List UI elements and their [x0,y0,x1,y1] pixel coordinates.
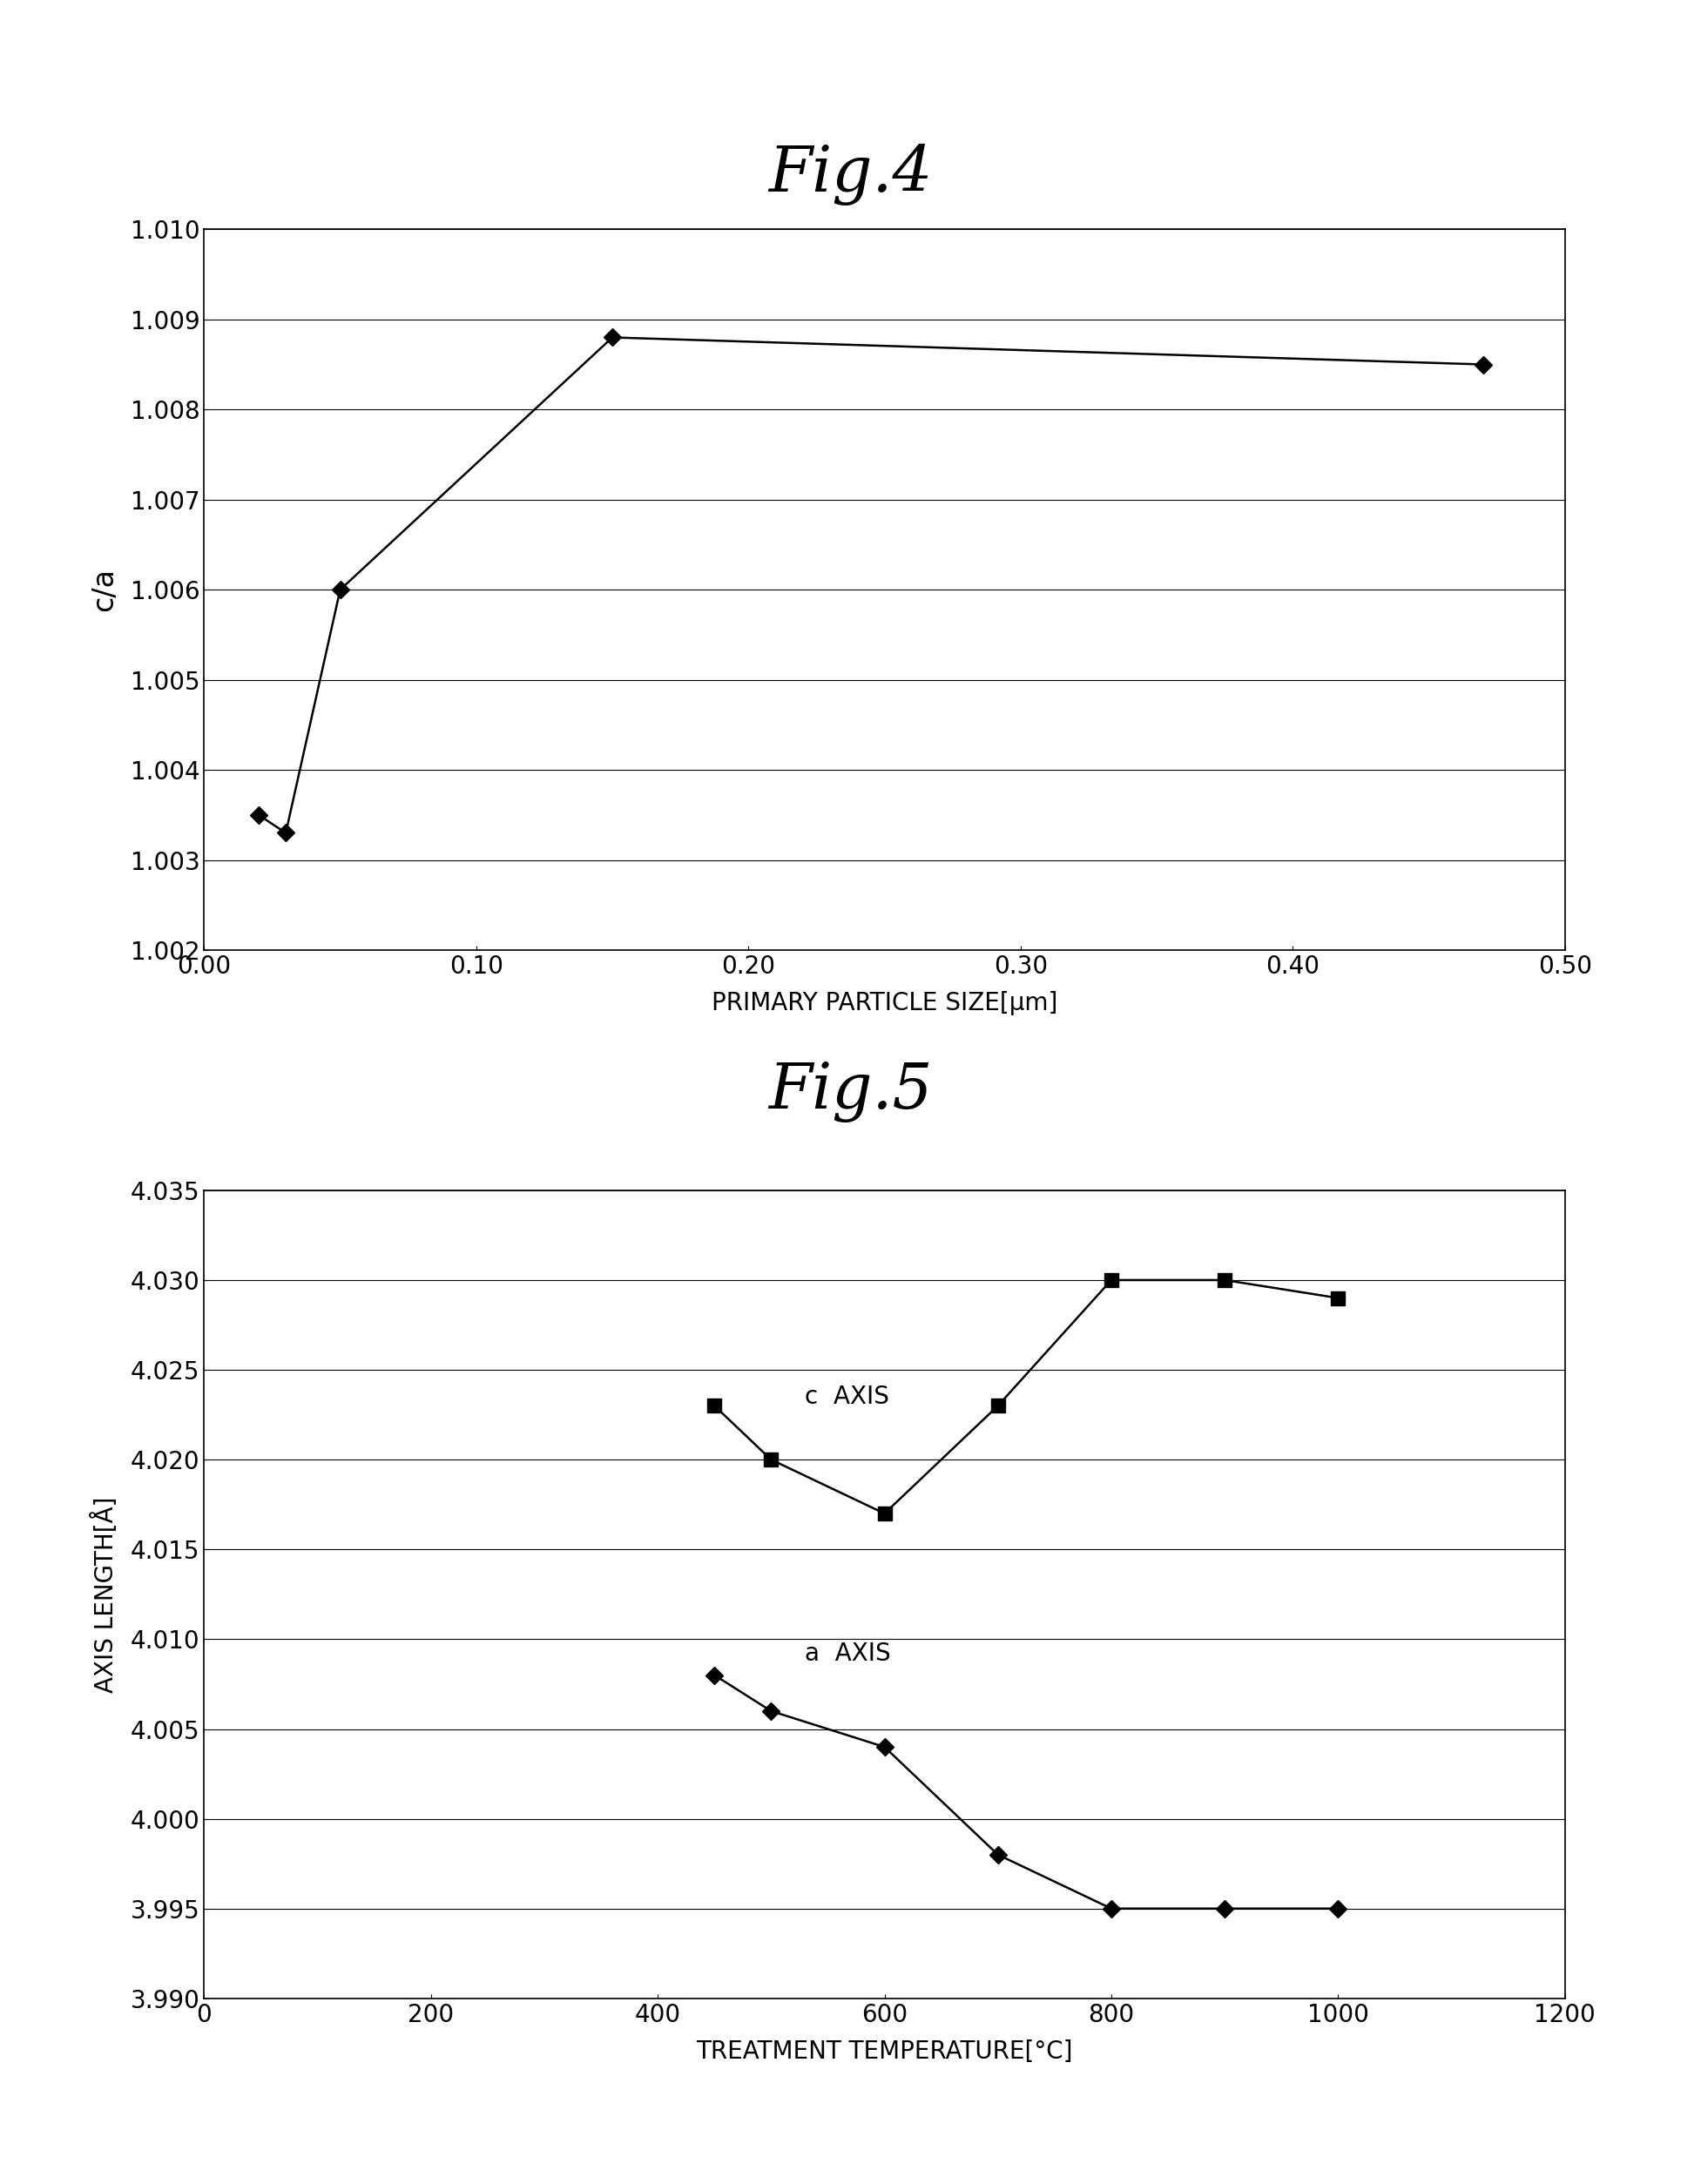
X-axis label: PRIMARY PARTICLE SIZE[μm]: PRIMARY PARTICLE SIZE[μm] [711,992,1058,1016]
Text: a  AXIS: a AXIS [805,1642,891,1666]
Text: Fig.4: Fig.4 [769,144,932,205]
Text: c  AXIS: c AXIS [805,1385,890,1409]
Y-axis label: AXIS LENGTH[Å]: AXIS LENGTH[Å] [92,1496,119,1693]
X-axis label: TREATMENT TEMPERATURE[°C]: TREATMENT TEMPERATURE[°C] [696,2040,1073,2064]
Y-axis label: c/a: c/a [90,568,119,612]
Text: Fig.5: Fig.5 [769,1061,932,1123]
